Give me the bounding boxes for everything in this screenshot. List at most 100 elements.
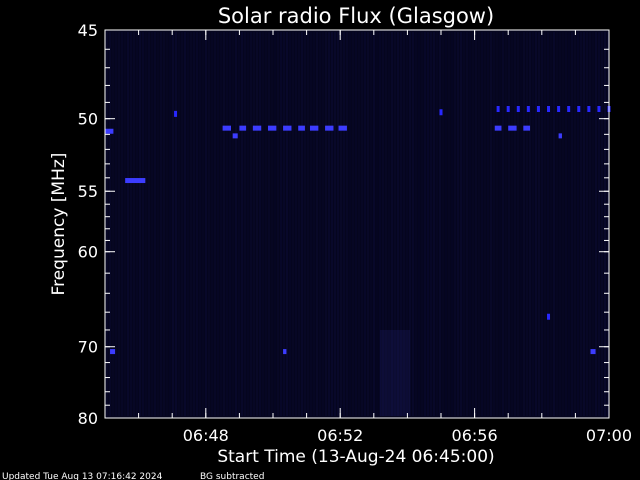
burst-mark bbox=[590, 349, 596, 355]
noise-streak bbox=[340, 32, 342, 416]
plot-border bbox=[104, 29, 610, 419]
noise-streak bbox=[535, 32, 537, 416]
noise-streak bbox=[241, 32, 243, 416]
y-axis-ticks: 45 50 55 60 70 80 bbox=[78, 21, 609, 428]
burst-mark bbox=[298, 125, 305, 131]
plot-background bbox=[105, 30, 609, 418]
comb-tick bbox=[174, 110, 178, 117]
noise-streak bbox=[361, 32, 363, 416]
noise-streak bbox=[415, 32, 417, 416]
noise-streak bbox=[163, 32, 165, 416]
noise-streak bbox=[556, 32, 558, 416]
x-axis-ticks: 06:48 06:52 06:56 07:00 bbox=[138, 30, 632, 445]
noise-streak bbox=[169, 32, 171, 416]
noise-streak bbox=[433, 32, 435, 416]
noise-streak bbox=[391, 32, 393, 416]
comb-tick bbox=[506, 105, 510, 112]
noise-streak bbox=[472, 32, 474, 416]
noise-streak bbox=[271, 32, 273, 416]
noise-streak bbox=[439, 32, 441, 416]
noise-streak bbox=[247, 32, 249, 416]
noise-streak bbox=[475, 32, 477, 416]
noise-streak bbox=[208, 32, 210, 416]
noise-streak bbox=[445, 32, 447, 416]
noise-streak bbox=[205, 32, 207, 416]
noise-streak bbox=[553, 32, 555, 416]
noise-streak bbox=[424, 32, 426, 416]
comb-tick bbox=[526, 105, 530, 112]
noise-streak bbox=[193, 32, 195, 416]
noise-streak bbox=[232, 32, 234, 416]
noise-streak bbox=[313, 32, 315, 416]
noise-streak bbox=[346, 32, 348, 416]
noise-streak bbox=[187, 32, 189, 416]
noise-streak bbox=[328, 32, 330, 416]
noise-streak bbox=[436, 32, 438, 416]
noise-streak bbox=[370, 32, 372, 416]
noise-streak bbox=[151, 32, 153, 416]
noise-streak bbox=[106, 32, 108, 416]
comb-tick bbox=[577, 105, 581, 112]
noise-streak bbox=[211, 32, 213, 416]
noise-streak bbox=[421, 32, 423, 416]
noise-streak bbox=[238, 32, 240, 416]
noise-streak bbox=[532, 32, 534, 416]
noise-streak bbox=[334, 32, 336, 416]
noise-streak bbox=[520, 32, 522, 416]
noise-streak bbox=[442, 32, 444, 416]
noise-streak bbox=[130, 32, 132, 416]
noise-streak bbox=[367, 32, 369, 416]
burst-mark bbox=[283, 349, 287, 355]
noise-streak bbox=[493, 32, 495, 416]
noise-streak bbox=[298, 32, 300, 416]
burst-mark bbox=[494, 125, 502, 131]
noise-streak bbox=[196, 32, 198, 416]
burst-mark bbox=[125, 178, 146, 184]
noise-streak bbox=[403, 32, 405, 416]
burst-mark bbox=[222, 125, 231, 131]
comb-tick bbox=[547, 313, 551, 320]
noise-streak bbox=[589, 32, 591, 416]
noise-streak bbox=[604, 32, 606, 416]
y-tick-label: 80 bbox=[78, 409, 98, 428]
noise-streak bbox=[316, 32, 318, 416]
noise-streak bbox=[184, 32, 186, 416]
noise-streak bbox=[310, 32, 312, 416]
comb-tick bbox=[597, 105, 601, 112]
noise-streak bbox=[400, 32, 402, 416]
noise-streak bbox=[145, 32, 147, 416]
plot-area bbox=[105, 30, 609, 418]
noise-streak bbox=[268, 32, 270, 416]
noise-streak bbox=[538, 32, 540, 416]
noise-streak bbox=[109, 32, 111, 416]
burst-mark bbox=[110, 349, 116, 355]
noise-streak bbox=[481, 32, 483, 416]
noise-streak bbox=[226, 32, 228, 416]
noise-streak bbox=[235, 32, 237, 416]
noise-streak bbox=[352, 32, 354, 416]
noise-streak bbox=[136, 32, 138, 416]
noise-streak bbox=[508, 32, 510, 416]
noise-streak bbox=[229, 32, 231, 416]
comb-tick bbox=[567, 105, 571, 112]
noise-streak bbox=[250, 32, 252, 416]
noise-streak bbox=[175, 32, 177, 416]
noise-streak bbox=[148, 32, 150, 416]
noise-streak bbox=[406, 32, 408, 416]
comb-tick bbox=[496, 105, 500, 112]
burst-mark bbox=[523, 125, 531, 131]
noise-streak bbox=[157, 32, 159, 416]
burst-mark bbox=[267, 125, 277, 131]
noise-streak bbox=[454, 32, 456, 416]
noise-streak bbox=[253, 32, 255, 416]
noise-streak bbox=[592, 32, 594, 416]
noise-streak bbox=[295, 32, 297, 416]
noise-streak bbox=[526, 32, 528, 416]
burst-mark bbox=[309, 125, 319, 131]
noise-streak bbox=[394, 32, 396, 416]
burst-mark bbox=[239, 125, 247, 131]
noise-streak bbox=[280, 32, 282, 416]
noise-streak bbox=[565, 32, 567, 416]
noise-streak bbox=[427, 32, 429, 416]
